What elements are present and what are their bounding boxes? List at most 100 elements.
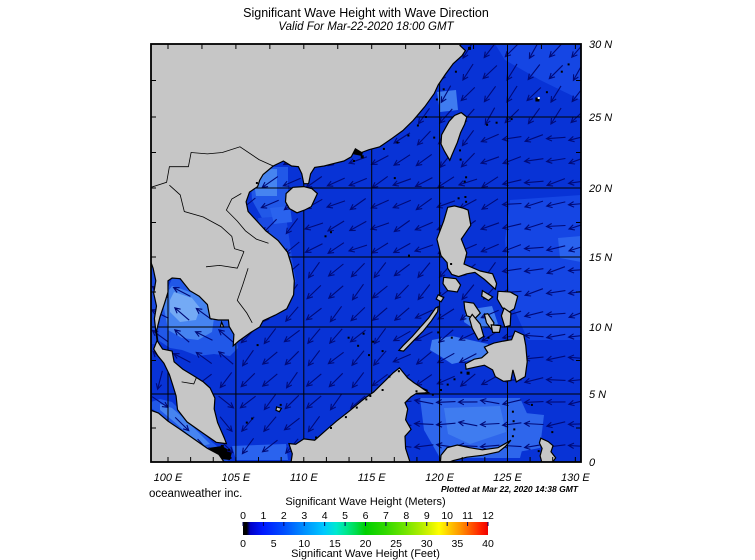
wave-direction-arrow [567, 267, 581, 274]
wave-direction-arrow [567, 158, 581, 165]
wave-direction-arrow [350, 307, 366, 322]
wave-direction-arrow [394, 284, 409, 300]
chart-subtitle: Valid For Mar-22-2020 18:00 GMT [278, 21, 454, 33]
island-speck [382, 147, 385, 150]
wave-direction-arrow [261, 439, 278, 453]
island-speck [442, 88, 445, 91]
island-speck [330, 427, 332, 429]
wave-direction-arrow [483, 85, 497, 103]
wave-direction-arrow [261, 351, 278, 365]
wave-direction-arrow [462, 63, 474, 82]
wave-direction-arrow [413, 244, 434, 253]
wave-direction-arrow [480, 198, 499, 210]
wave-direction-arrow [392, 199, 412, 209]
wave-direction-arrow [284, 350, 300, 366]
wave-direction-arrow [571, 89, 581, 103]
island-speck [486, 123, 489, 126]
wave-direction-arrow [327, 263, 344, 277]
island-speck [487, 336, 490, 339]
wave-direction-arrow [369, 222, 390, 231]
island-speck [535, 97, 540, 102]
meters-tick-label: 2 [281, 510, 287, 522]
wave-direction-arrow [523, 179, 544, 186]
wave-direction-arrow [415, 153, 433, 167]
wave-direction-arrow [260, 199, 279, 209]
wave-direction-arrow [567, 420, 581, 428]
wave-direction-arrow [285, 218, 299, 235]
map-frame [150, 43, 582, 463]
island-speck [353, 160, 355, 162]
lat-tick-label: 25 N [588, 112, 612, 124]
wave-direction-arrow [351, 372, 365, 389]
wave-direction-arrow [219, 416, 233, 433]
island-speck [381, 389, 384, 391]
wave-direction-arrow [545, 157, 566, 164]
wave-direction-arrow [545, 311, 566, 318]
wave-direction-arrow [567, 354, 581, 361]
landmass-busuanga [435, 293, 445, 303]
island-speck [407, 134, 410, 137]
island-speck [357, 344, 360, 347]
wave-direction-arrow [371, 307, 388, 321]
wave-direction-arrow [501, 135, 522, 142]
landmass-natuna [275, 406, 283, 413]
island-speck [369, 395, 372, 397]
island-speck [463, 180, 466, 183]
island-speck [425, 392, 427, 395]
wave-direction-arrow [217, 351, 234, 365]
island-speck [513, 428, 516, 431]
island-speck [440, 389, 442, 391]
wave-direction-arrow [567, 135, 581, 143]
wave-direction-arrow [417, 107, 430, 125]
wave-direction-arrow [304, 243, 323, 253]
wave-direction-arrow [284, 394, 300, 410]
wave-direction-arrow [526, 87, 542, 102]
wave-direction-arrow [285, 306, 299, 323]
wave-direction-arrow [415, 197, 433, 211]
wave-direction-arrow [545, 266, 566, 275]
wave-direction-arrow [173, 329, 190, 343]
island-speck [450, 336, 453, 339]
wave-direction-arrow [523, 245, 544, 252]
landmass-negros [468, 313, 485, 341]
island-speck [228, 448, 231, 451]
island-speck [512, 420, 515, 423]
wave-direction-arrow [458, 353, 477, 363]
wave-direction-arrow [307, 350, 321, 367]
inland-border [205, 251, 245, 269]
landmass-sumatra [151, 409, 225, 462]
island-speck [460, 371, 463, 374]
island-speck [397, 370, 400, 373]
wave-direction-arrow [501, 223, 522, 231]
island-speck [510, 118, 513, 121]
island-speck [396, 141, 399, 144]
wave-direction-arrow [218, 395, 235, 409]
landmass-luzon [436, 205, 498, 291]
wave-direction-arrow [437, 329, 454, 343]
lat-tick-label: 5 N [589, 389, 606, 401]
wave-direction-arrow [413, 420, 434, 427]
wave-direction-arrow [460, 87, 476, 102]
island-speck [279, 403, 282, 406]
landmass-borneo [288, 367, 431, 462]
lon-tick-label: 110 E [290, 472, 319, 484]
wave-direction-arrow [307, 328, 321, 345]
island-speck [495, 121, 498, 124]
island-speck [344, 416, 347, 419]
wave-direction-arrow [413, 397, 434, 405]
island-speck [454, 70, 457, 73]
wave-direction-arrow [417, 262, 431, 279]
wave-direction-arrow [240, 372, 256, 388]
meters-tick-label: 3 [301, 510, 307, 522]
wave-direction-arrow [417, 284, 431, 301]
wave-direction-arrow [567, 179, 581, 186]
wave-direction-arrow [307, 415, 321, 433]
meters-tick-label: 4 [322, 510, 328, 522]
wave-direction-arrow [523, 288, 544, 297]
wave-direction-arrow [567, 224, 581, 231]
meters-tick-label: 11 [462, 510, 473, 522]
wave-direction-arrow [461, 129, 475, 147]
island-speck [459, 158, 462, 161]
feet-tick-label: 40 [482, 538, 494, 550]
wave-direction-arrow [501, 201, 522, 208]
